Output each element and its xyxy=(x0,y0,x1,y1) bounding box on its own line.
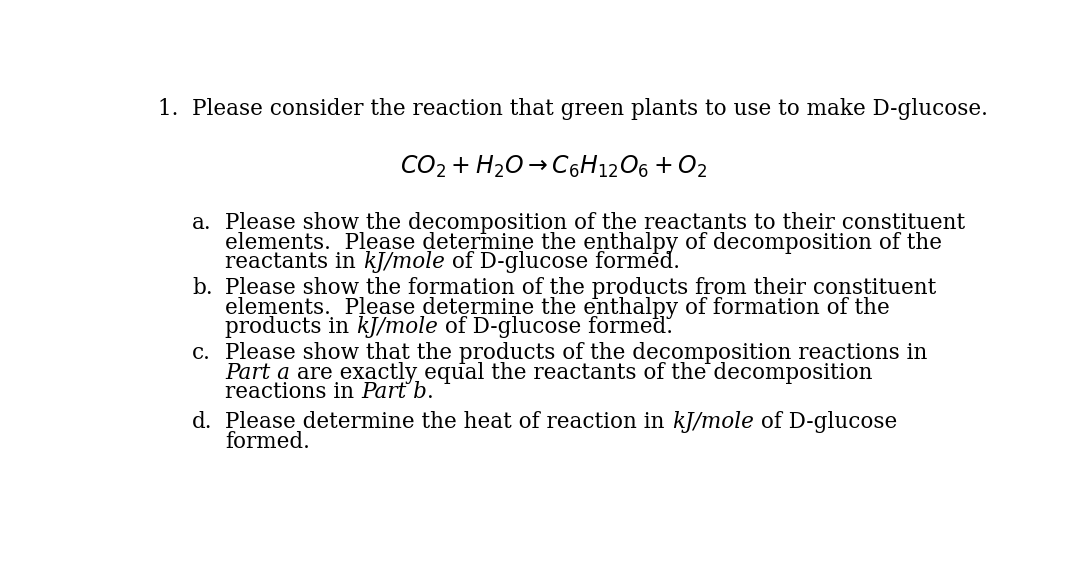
Text: of D-glucose: of D-glucose xyxy=(754,411,896,433)
Text: a.: a. xyxy=(192,212,212,234)
Text: formed.: formed. xyxy=(226,431,310,453)
Text: d.: d. xyxy=(192,411,213,433)
Text: b.: b. xyxy=(192,277,213,300)
Text: c.: c. xyxy=(192,342,211,364)
Text: kJ/mole: kJ/mole xyxy=(356,316,438,338)
Text: $CO_2 + H_2O \rightarrow C_6H_{12}O_6 + O_2$: $CO_2 + H_2O \rightarrow C_6H_{12}O_6 + … xyxy=(400,154,707,180)
Text: Please show the decomposition of the reactants to their constituent: Please show the decomposition of the rea… xyxy=(226,212,966,234)
Text: 1.  Please consider the reaction that green plants to use to make D-glucose.: 1. Please consider the reaction that gre… xyxy=(159,98,988,120)
Text: of D-glucose formed.: of D-glucose formed. xyxy=(438,316,673,338)
Text: elements.  Please determine the enthalpy of formation of the: elements. Please determine the enthalpy … xyxy=(226,297,890,319)
Text: .: . xyxy=(428,381,434,403)
Text: elements.  Please determine the enthalpy of decomposition of the: elements. Please determine the enthalpy … xyxy=(226,232,943,254)
Text: are exactly equal the reactants of the decomposition: are exactly equal the reactants of the d… xyxy=(291,362,873,384)
Text: Part a: Part a xyxy=(226,362,291,384)
Text: reactions in: reactions in xyxy=(226,381,362,403)
Text: products in: products in xyxy=(226,316,356,338)
Text: of D-glucose formed.: of D-glucose formed. xyxy=(445,251,680,273)
Text: kJ/mole: kJ/mole xyxy=(672,411,754,433)
Text: kJ/mole: kJ/mole xyxy=(363,251,445,273)
Text: Please determine the heat of reaction in: Please determine the heat of reaction in xyxy=(226,411,672,433)
Text: Please show that the products of the decomposition reactions in: Please show that the products of the dec… xyxy=(226,342,928,364)
Text: reactants in: reactants in xyxy=(226,251,363,273)
Text: Part b: Part b xyxy=(362,381,428,403)
Text: Please show the formation of the products from their constituent: Please show the formation of the product… xyxy=(226,277,936,300)
